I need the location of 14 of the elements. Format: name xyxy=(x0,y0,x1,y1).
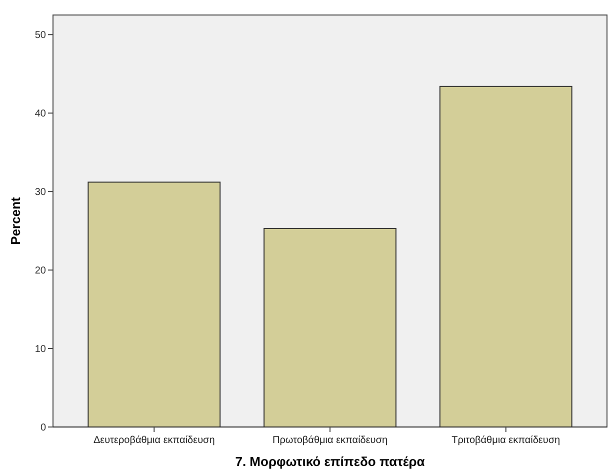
x-tick-label: Τριτοβάθμια εκπαίδευση xyxy=(452,435,560,446)
y-tick-label: 50 xyxy=(34,30,46,42)
y-tick-label: 10 xyxy=(34,344,46,356)
y-tick-label: 40 xyxy=(34,108,46,120)
y-tick-label: 30 xyxy=(34,187,46,198)
y-axis-title: Percent xyxy=(8,196,23,245)
bar xyxy=(88,182,221,428)
x-axis-title: 7. Μορφωτικό επίπεδο πατέρα xyxy=(235,454,425,469)
bar xyxy=(264,228,396,428)
y-tick-label: 0 xyxy=(40,422,46,434)
y-tick-label: 20 xyxy=(34,266,46,277)
x-tick-label: Πρωτοβάθμια εκπαίδευση xyxy=(272,435,388,446)
bar xyxy=(439,86,572,428)
x-tick-label: Δευτεροβάθμια εκπαίδευση xyxy=(93,435,215,446)
